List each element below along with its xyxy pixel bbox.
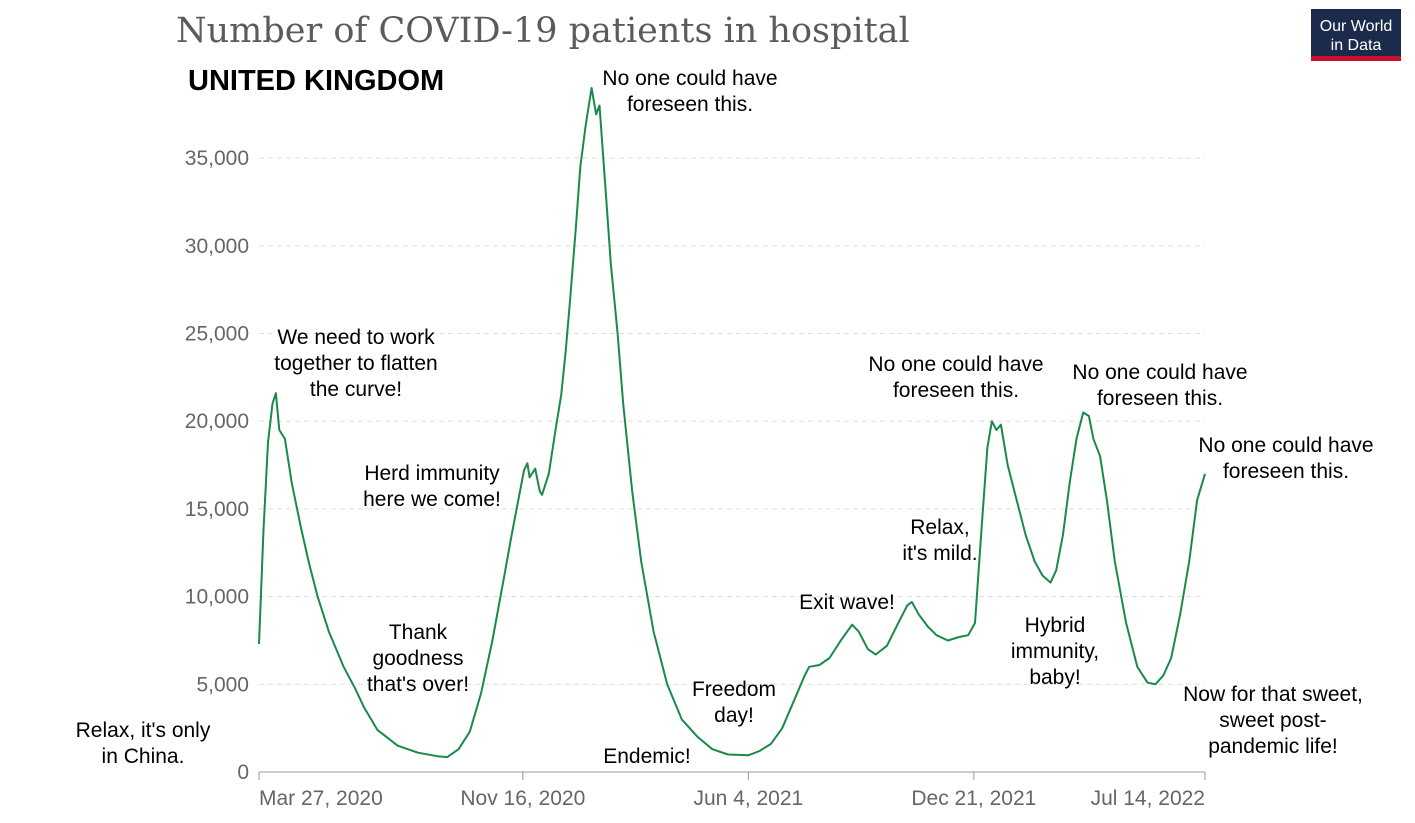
x-axis-tick-labels: Mar 27, 2020 Nov 16, 2020 Jun 4, 2021 Dec 2… — [259, 787, 1205, 810]
chart-title: Number of COVID-19 patients in hospital — [176, 11, 910, 51]
logo-text-line2: in Data — [1331, 37, 1382, 54]
logo-text-line1: Our World — [1320, 18, 1393, 35]
y-axis-tick-labels: 0 5,000 10,000 15,000 20,000 25,000 30,000 35,0… — [185, 147, 249, 784]
annotation-label: No one could have foreseen this. — [868, 353, 1043, 402]
x-tick-label: Dec 21, 2021 — [911, 787, 1036, 810]
annotation-label: Freedom day! — [692, 678, 776, 727]
y-tick-label: 10,000 — [185, 586, 249, 609]
logo-background — [1311, 9, 1401, 59]
annotation-label: Herd immunity here we come! — [363, 462, 501, 511]
annotation-label: No one could have foreseen this. — [1198, 434, 1373, 483]
annotation-label: Endemic! — [603, 745, 691, 768]
annotation-label: We need to work together to flatten the cu… — [274, 326, 437, 401]
y-tick-label: 15,000 — [185, 498, 249, 521]
annotation-label: Now for that sweet, sweet post-pandemic l… — [1183, 683, 1363, 758]
y-tick-label: 30,000 — [185, 235, 249, 258]
y-tick-label: 0 — [237, 761, 249, 784]
x-tick-label: Mar 27, 2020 — [259, 787, 383, 810]
annotation-label: Exit wave! — [799, 591, 895, 614]
x-tick-label: Nov 16, 2020 — [460, 787, 585, 810]
x-tick-label: Jul 14, 2022 — [1091, 787, 1205, 810]
owid-logo: Our World in Data — [1311, 9, 1401, 61]
x-tick-label: Jun 4, 2021 — [693, 787, 803, 810]
series-line — [258, 87, 1206, 759]
grid-lines — [259, 157, 1205, 685]
annotation-label: Thank goodness that's over! — [367, 621, 469, 696]
series-line-layer — [258, 87, 1206, 759]
annotation-label: Hybrid immunity, baby! — [1011, 614, 1099, 689]
y-tick-label: 25,000 — [185, 323, 249, 346]
y-tick-label: 5,000 — [196, 673, 249, 696]
y-tick-label: 35,000 — [185, 147, 249, 170]
chart-subtitle: UNITED KINGDOM — [188, 65, 444, 97]
annotations: Relax, it's only in China. We need to work… — [76, 67, 1374, 768]
annotation-label: No one could have foreseen this. — [1072, 361, 1247, 410]
logo-stripe — [1311, 56, 1401, 61]
annotation-label: No one could have foreseen this. — [602, 67, 777, 116]
annotation-label: Relax, it's only in China. — [76, 719, 211, 768]
annotation-label: Relax, it's mild. — [902, 516, 977, 565]
x-axis — [258, 771, 1206, 780]
y-tick-label: 20,000 — [185, 410, 249, 433]
